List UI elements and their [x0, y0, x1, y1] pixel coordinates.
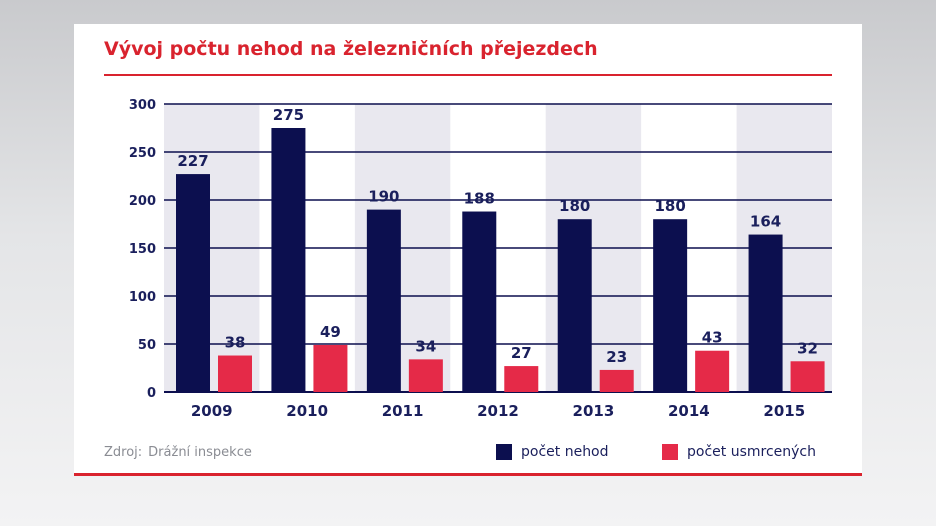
bar — [557, 219, 592, 392]
bar — [790, 361, 825, 392]
legend-item-nehod: počet nehod — [496, 442, 609, 462]
data-label: 190 — [368, 188, 399, 206]
legend-label-usmrcenych: počet usmrcených — [687, 444, 816, 460]
bottom-divider — [74, 473, 862, 476]
legend-item-usmrcenych: počet usmrcených — [662, 442, 816, 462]
data-label: 188 — [464, 190, 495, 208]
bar — [176, 174, 210, 392]
legend-swatch-nehod — [496, 444, 512, 460]
y-tick-label: 300 — [129, 98, 156, 113]
bar — [271, 128, 306, 392]
chart-card: Vývoj počtu nehod na železničních přejez… — [74, 24, 862, 476]
data-label: 180 — [559, 197, 590, 215]
data-label: 180 — [654, 197, 685, 215]
y-tick-label: 50 — [138, 338, 156, 353]
bar — [748, 234, 783, 392]
bar — [218, 355, 252, 392]
y-tick-label: 100 — [129, 290, 156, 305]
y-tick-label: 200 — [129, 194, 156, 209]
x-tick-label: 2010 — [286, 402, 328, 420]
chart-title: Vývoj počtu nehod na železničních přejez… — [104, 38, 598, 60]
data-label: 23 — [606, 348, 627, 366]
y-tick-label: 150 — [129, 242, 156, 257]
data-label: 34 — [415, 337, 436, 355]
data-label: 27 — [511, 344, 532, 362]
x-tick-label: 2015 — [763, 402, 805, 420]
title-divider — [104, 74, 832, 76]
x-tick-label: 2013 — [573, 402, 615, 420]
bar-chart: 0 50 100 150 200 250 300 227 38 2009 275 49 2010 190 3… — [129, 98, 832, 420]
bar — [695, 350, 730, 392]
data-label: 43 — [702, 329, 723, 347]
bar — [504, 366, 539, 392]
source-note: Zdroj: Drážní inspekce — [104, 445, 252, 460]
data-label: 32 — [797, 339, 818, 357]
x-tick-label: 2009 — [191, 402, 233, 420]
bar — [599, 369, 634, 392]
bar — [408, 359, 443, 392]
legend-swatch-usmrcenych — [662, 444, 678, 460]
data-label: 49 — [320, 323, 341, 341]
y-tick-label: 250 — [129, 146, 156, 161]
x-tick-label: 2011 — [382, 402, 424, 420]
data-label: 38 — [225, 334, 246, 352]
data-label: 227 — [177, 152, 208, 170]
source-value: Drážní inspekce — [148, 445, 252, 460]
source-label: Zdroj: — [104, 445, 143, 460]
data-label: 275 — [273, 106, 304, 124]
y-tick-label: 0 — [147, 386, 156, 401]
bar — [366, 209, 401, 392]
legend-label-nehod: počet nehod — [521, 444, 609, 460]
x-tick-label: 2014 — [668, 402, 710, 420]
data-label: 164 — [750, 213, 781, 231]
bar — [313, 344, 348, 392]
bar — [462, 211, 497, 392]
x-tick-label: 2012 — [477, 402, 519, 420]
bar — [653, 219, 688, 392]
